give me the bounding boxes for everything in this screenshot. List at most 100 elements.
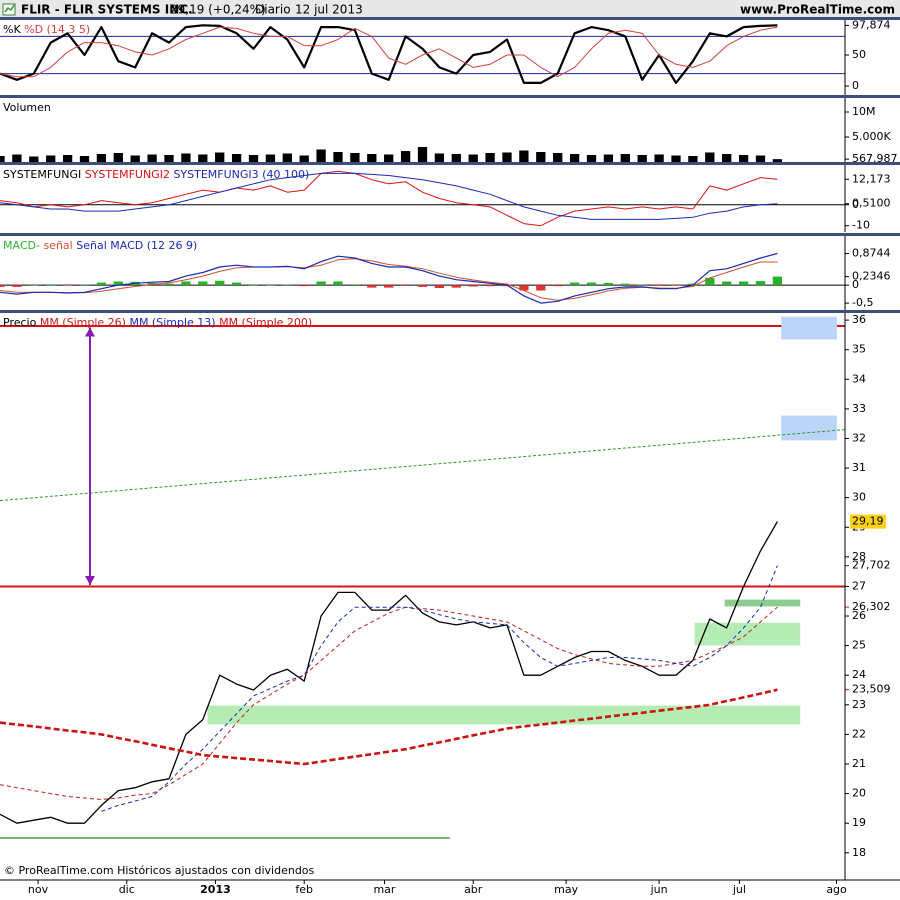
- y-tick-label: 36: [852, 313, 866, 326]
- y-tick-label: 28: [852, 550, 866, 563]
- histogram-bar: [468, 285, 478, 287]
- value-tag-bg: [850, 514, 886, 529]
- histogram-bar: [654, 285, 664, 286]
- x-tick-label: jun: [650, 883, 668, 896]
- y-tick-label: 25: [852, 639, 866, 652]
- y-tick-label: 24: [852, 668, 866, 681]
- histogram-bar: [215, 280, 225, 286]
- y-tick-label: 26: [852, 609, 866, 622]
- legend-entry: MM (Simple 200): [219, 316, 312, 329]
- bar: [755, 155, 766, 162]
- histogram-bar: [367, 285, 377, 288]
- x-tick-label: feb: [295, 883, 313, 896]
- header-title: FLIR - FLIR SYSTEMS INC.: [21, 3, 193, 17]
- bar: [400, 151, 411, 162]
- arrow-head: [84, 327, 95, 337]
- x-tick-label: 2013: [200, 883, 231, 896]
- bar: [451, 154, 461, 162]
- bar: [46, 155, 56, 162]
- y-tick-label: 97,874: [852, 18, 891, 31]
- legend-entry: SYSTEMFUNGI3 (40 100): [173, 168, 309, 181]
- histogram-bar: [451, 285, 461, 288]
- legend-entry: MACD-: [3, 239, 40, 252]
- y-tick-label: 18: [852, 846, 866, 859]
- y-tick-label: 0: [852, 198, 859, 211]
- legend-entry: señal: [43, 239, 72, 252]
- histogram-bar: [569, 282, 580, 286]
- zone: [781, 415, 838, 441]
- y-tick-label: 22: [852, 727, 866, 740]
- bar: [705, 152, 715, 162]
- histogram-bar: [485, 285, 495, 287]
- y-tick-label: 0,2346: [852, 270, 891, 283]
- bar: [502, 152, 512, 162]
- histogram-bar: [586, 282, 597, 286]
- zone: [207, 705, 801, 725]
- panel: 10M 5.000K 567.987 Volumen: [0, 95, 900, 165]
- histogram-bar: [722, 281, 732, 286]
- series-line: [0, 688, 778, 766]
- legend-entry: MM (Simple 26): [40, 316, 126, 329]
- header-site: www.ProRealTime.com: [740, 3, 895, 17]
- bar: [688, 156, 698, 162]
- histogram-bar: [198, 281, 208, 286]
- histogram-bar: [772, 276, 783, 286]
- panel-title: Volumen: [3, 101, 51, 114]
- y-tick-label: 20: [852, 787, 866, 800]
- x-tick-label: jul: [732, 883, 746, 896]
- panel-bg: [0, 165, 900, 232]
- histogram-bar: [620, 283, 630, 286]
- trend-line: [0, 429, 846, 502]
- bar: [29, 156, 39, 162]
- histogram-bar: [96, 282, 107, 286]
- bar: [772, 159, 783, 162]
- bar: [417, 147, 428, 162]
- x-tick-label: nov: [28, 883, 49, 896]
- panel-bg: [0, 20, 900, 95]
- histogram-bar: [265, 285, 276, 286]
- y-tick-label: 0,5100: [852, 197, 891, 210]
- bar: [62, 155, 73, 162]
- histogram-bar: [350, 284, 360, 286]
- series-line: [0, 172, 778, 220]
- y-tick-label: 5.000K: [852, 130, 891, 143]
- series-line: [0, 521, 778, 824]
- histogram-bar: [637, 284, 647, 286]
- series-line: [0, 170, 778, 227]
- value-tag: 26,302: [852, 600, 891, 613]
- histogram-bar: [79, 284, 90, 286]
- bar: [113, 153, 123, 162]
- bar: [164, 155, 174, 162]
- bar: [722, 154, 732, 162]
- y-tick-label: 0: [852, 79, 859, 92]
- legend-entry: MM (Simple 13): [129, 316, 215, 329]
- histogram-bar: [755, 281, 766, 286]
- histogram-bar: [0, 285, 5, 287]
- bar: [231, 154, 242, 162]
- series-line: [0, 26, 778, 78]
- footer: © ProRealTime.com Históricos ajustados c…: [4, 864, 315, 877]
- bar: [248, 155, 259, 162]
- bar: [350, 153, 360, 162]
- value-tag: 23,509: [852, 683, 891, 696]
- legend-entry: %K: [3, 23, 21, 36]
- zone: [724, 599, 801, 607]
- zone: [694, 622, 801, 646]
- bar: [333, 152, 343, 162]
- bar: [265, 154, 276, 162]
- panel-title: SYSTEMFUNGI: [3, 168, 81, 181]
- histogram-bar: [12, 285, 22, 287]
- legend: Precio MM (Simple 26) MM (Simple 13) MM …: [3, 316, 312, 329]
- bar: [316, 149, 326, 162]
- legend: MACD- señal Señal MACD (12 26 9): [3, 239, 197, 252]
- histogram-bar: [400, 285, 411, 286]
- legend-entry: Señal MACD (12 26 9): [76, 239, 197, 252]
- bar: [671, 155, 681, 162]
- histogram-bar: [62, 285, 73, 286]
- histogram-bar: [248, 285, 259, 286]
- bar: [468, 154, 478, 162]
- series-line: [0, 252, 778, 304]
- histogram-bar: [536, 285, 546, 291]
- y-tick-label: 31: [852, 461, 866, 474]
